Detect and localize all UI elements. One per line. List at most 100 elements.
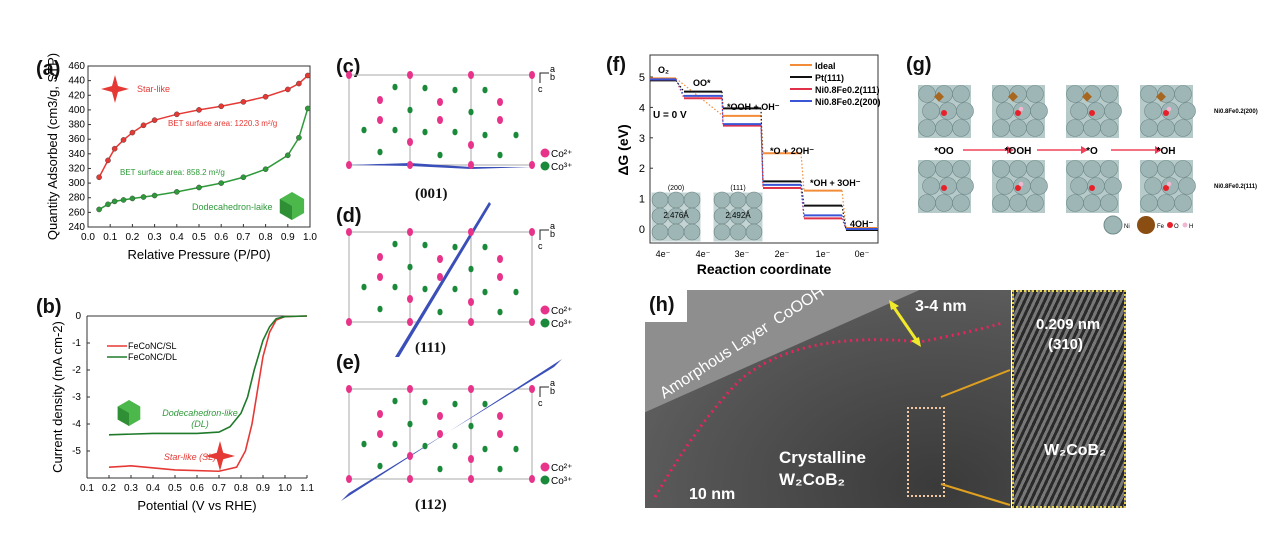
unit-cell: [348, 388, 533, 480]
zoom-region-box: [907, 407, 945, 497]
panel-a-label: (a): [36, 58, 61, 80]
ni-atom: [745, 191, 763, 209]
ni-atom: [1083, 119, 1101, 137]
co3-atom: [422, 285, 428, 293]
x-tick-label: 0.1: [103, 232, 117, 243]
x-tick-label: 0.3: [124, 483, 138, 494]
connector: [800, 153, 805, 191]
x-tick-label: 0.2: [125, 232, 139, 243]
y-tick-label: -4: [72, 419, 81, 430]
y-tick-label: 0: [75, 311, 81, 322]
data-point: [196, 107, 202, 113]
x-axis-label: Potential (V vs RHE): [137, 498, 256, 513]
chart-a-isotherm: 0.0 0.1 0.2 0.3 0.4 0.5 0.6 0.7 0.8 0.9 1.0 240 260 2…: [45, 53, 317, 262]
ni-atom: [667, 223, 685, 241]
ni-atom: [1140, 160, 1158, 178]
data-point: [218, 103, 224, 110]
data-point: [129, 195, 136, 202]
co3-atom: [497, 465, 503, 473]
y-tick-label: 400: [68, 105, 85, 116]
connector: [675, 79, 685, 97]
legend-co3-label: Co³⁺: [551, 319, 572, 330]
legend-co2-icon: [540, 462, 550, 472]
x-tick-label: 1.1: [300, 483, 314, 494]
data-point: [120, 197, 127, 203]
legend-fe-icon: [1137, 216, 1155, 234]
thickness-label: 3-4 nm: [915, 298, 967, 315]
ni-atom: [1144, 102, 1162, 120]
annotation-bet-dodec: BET surface area: 858.2 m²/g: [120, 168, 225, 177]
scale-bar-label: 10 nm: [689, 486, 736, 503]
co2-atom: [437, 430, 443, 438]
legend-co2-label: Co²⁺: [551, 306, 572, 317]
ni-atom: [918, 160, 936, 178]
ni-atom: [956, 102, 974, 120]
co2-atom: [468, 385, 474, 393]
surface-label: Ni0.8Fe0.2(111): [1214, 184, 1257, 190]
ni-atom: [1066, 194, 1084, 212]
step-label: *OOH: [1005, 146, 1032, 157]
potential-note: U = 0 V: [653, 110, 687, 121]
ni-atom: [1070, 102, 1088, 120]
axis-b: b: [550, 386, 555, 396]
step-label: OO*: [693, 78, 711, 88]
x-axis-label: Relative Pressure (P/P0): [127, 247, 270, 262]
annotation-star: Star-like: [137, 84, 170, 94]
co3-atom: [392, 440, 398, 448]
co2-atom: [407, 318, 413, 326]
ni-atom: [1026, 85, 1044, 103]
annotation-dl: Dodecahedron-like: [162, 408, 238, 418]
plot-frame: [649, 54, 879, 244]
panel-c-label: (c): [336, 56, 361, 78]
co2-atom: [346, 318, 352, 326]
legend-ni-label: Ni: [1124, 224, 1130, 230]
axis-a: a: [550, 64, 555, 74]
ni-atom: [1009, 194, 1027, 212]
co3-atom: [377, 148, 383, 156]
data-point: [304, 105, 311, 112]
y-tick-label: 280: [68, 193, 85, 204]
step-label: *OH + 3OH⁻: [810, 178, 861, 188]
data-point: [284, 152, 291, 159]
co3-atom: [407, 106, 413, 114]
ni-atom: [1066, 119, 1084, 137]
annotation-sl: Star-like (SL): [164, 452, 216, 462]
ni-atom: [1174, 85, 1192, 103]
step-label: *O + 2OH⁻: [770, 146, 814, 156]
inset-distance-label: 2.476Å: [663, 211, 689, 220]
step-label: *O: [1086, 146, 1098, 157]
co3-atom: [452, 128, 458, 136]
co3-atom: [377, 462, 383, 470]
legend-co2-label: Co²⁺: [551, 463, 572, 474]
o-atom: [1015, 185, 1021, 191]
arrow-head-icon: [911, 337, 921, 347]
x-tick-label: 0.0: [81, 232, 95, 243]
co2-atom: [497, 412, 503, 420]
zoom-connector: [940, 483, 1011, 506]
ni-atom: [1157, 119, 1175, 137]
ni-atom: [1157, 160, 1175, 178]
x-tick-label: 0.3: [148, 232, 162, 243]
inset-facet-label: (200): [668, 185, 684, 192]
ni-atom: [952, 194, 970, 212]
ni-atom: [956, 177, 974, 195]
legend-fe-label: Fe: [1157, 224, 1165, 230]
legend-co3-icon: [540, 475, 550, 485]
ni-atom: [1174, 160, 1192, 178]
legend-co3-label: Co³⁺: [551, 476, 572, 487]
data-point: [105, 157, 111, 164]
fe-atom: [934, 91, 944, 102]
ni-atom: [952, 160, 970, 178]
ni-atom: [1100, 194, 1118, 212]
y-tick-label: 3: [639, 133, 645, 145]
co2-atom: [407, 452, 413, 460]
co2-atom: [346, 161, 352, 169]
ni-atom: [1100, 119, 1118, 137]
legend-co3-icon: [540, 318, 550, 328]
crystalline-label: Crystalline: [779, 448, 866, 467]
legend-label-2: Ni0.8Fe0.2(111): [815, 85, 880, 95]
data-point: [296, 80, 302, 87]
plane-001-caption: (001): [415, 186, 448, 202]
tem-overlay: [653, 300, 1111, 506]
ni-atom: [1144, 177, 1162, 195]
